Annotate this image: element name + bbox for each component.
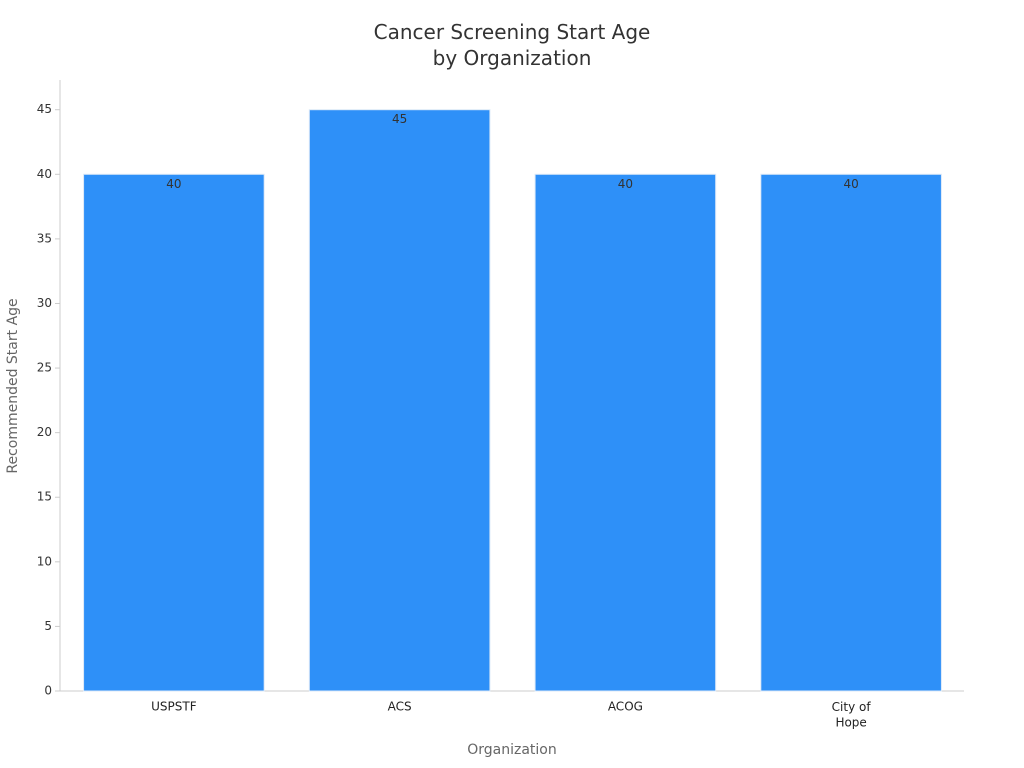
y-tick-label: 25: [37, 361, 52, 375]
chart-title: Cancer Screening Start Age by Organizatio…: [374, 20, 651, 70]
y-tick-label: 10: [37, 554, 52, 568]
value-label: 40: [843, 177, 858, 191]
y-tick-label: 30: [37, 296, 52, 310]
x-tick-label: City of Hope: [832, 700, 872, 730]
y-tick-label: 35: [37, 231, 52, 245]
y-axis-label: Recommended Start Age: [5, 298, 21, 473]
bar: [308, 109, 491, 692]
y-tick-label: 40: [37, 167, 52, 181]
x-tick-label: ACS: [388, 700, 412, 714]
value-label: 40: [618, 177, 633, 191]
y-tick-label: 5: [44, 619, 52, 633]
x-axis-label: Organization: [467, 742, 557, 758]
x-tick-label: USPSTF: [151, 700, 197, 714]
value-label: 45: [392, 112, 407, 126]
y-tick-label: 15: [37, 490, 52, 504]
bar: [760, 173, 942, 692]
bar: [83, 173, 265, 692]
y-tick-label: 20: [37, 425, 52, 439]
bar: [534, 173, 717, 692]
x-tick-label: ACOG: [608, 700, 643, 714]
y-tick-label: 0: [44, 684, 52, 698]
value-label: 40: [166, 177, 181, 191]
y-tick-label: 45: [37, 102, 52, 116]
